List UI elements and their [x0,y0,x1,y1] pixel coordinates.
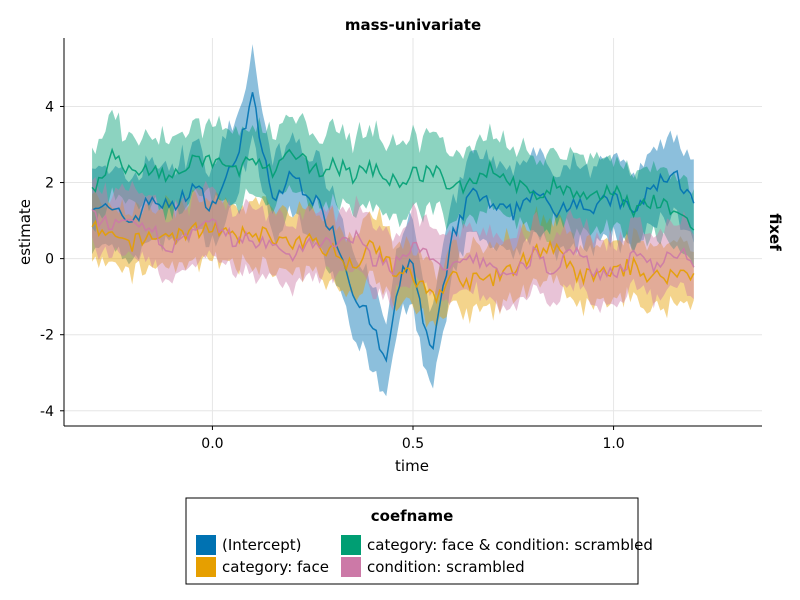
line-series-1 [91,219,695,305]
legend-swatch-1 [196,557,216,577]
legend-label-2: category: face & condition: scrambled [367,536,653,554]
legend-label-0: (Intercept) [222,536,301,554]
y-tick-labels: -4 -2 0 2 4 [40,99,64,420]
x-tick-label-0: 0.0 [201,436,223,452]
band-series-3 [92,176,694,314]
legend: coefname (Intercept) category: face catego… [185,497,653,585]
y-tick-label-2: 0 [45,252,54,268]
legend-title: coefname [371,507,454,525]
chart-title: mass-univariate [345,16,481,34]
x-axis-label: time [395,457,429,475]
y-tick-label-3: 2 [45,176,54,192]
legend-items: (Intercept) category: face category: face … [196,535,653,577]
line-series-2 [91,147,695,231]
legend-swatch-2 [341,535,361,555]
legend-label-3: condition: scrambled [367,558,525,576]
grid [64,38,762,426]
legend-box [185,497,639,585]
x-tick-label-2: 1.0 [602,436,624,452]
band-series-1 [92,189,694,329]
x-tick-label-1: 0.5 [402,436,424,452]
line-series-0 [91,92,695,363]
y-tick-label-4: 4 [45,99,54,115]
facet-label: fixef [766,213,784,251]
y-tick-label-0: -4 [40,404,54,420]
band-series-2 [92,109,694,269]
legend-label-1: category: face [222,558,329,576]
legend-swatch-0 [196,535,216,555]
legend-swatch-3 [341,557,361,577]
line-series-3 [91,209,695,282]
y-axis-label: estimate [16,199,34,265]
lines-layer [91,92,695,363]
y-tick-label-1: -2 [40,328,54,344]
x-tick-labels: 0.0 0.5 1.0 [201,426,625,452]
